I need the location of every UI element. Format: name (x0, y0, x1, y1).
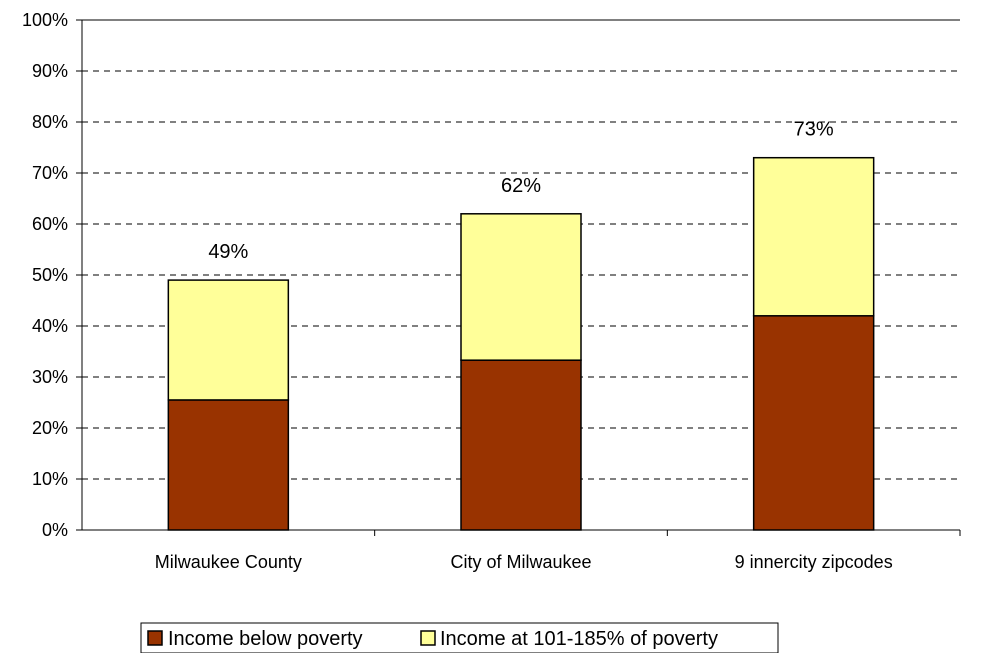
category-label: Milwaukee County (155, 552, 302, 572)
category-label: City of Milwaukee (450, 552, 591, 572)
data-labels: 49% 62% 73% (208, 119, 834, 263)
legend-label: Income below poverty (168, 628, 363, 650)
category-label: 9 innercity zipcodes (735, 552, 893, 572)
legend-swatch (420, 630, 436, 646)
bars (167, 156, 875, 531)
y-tick-label: 80% (32, 112, 68, 132)
y-tick-label: 0% (42, 520, 68, 540)
y-tick-label: 50% (32, 265, 68, 285)
y-tick-label: 20% (32, 418, 68, 438)
y-tick-label: 100% (22, 10, 68, 30)
y-tick-label: 90% (32, 61, 68, 81)
category-labels: Milwaukee County City of Milwaukee 9 inner… (155, 552, 893, 572)
y-tick-label: 10% (32, 469, 68, 489)
y-tick-label: 60% (32, 214, 68, 234)
bar-segment (752, 315, 875, 531)
legend: Income below poverty Income at 101-185% o… (140, 622, 779, 653)
bar-segment (167, 279, 290, 401)
bar-segment (752, 156, 875, 317)
bar-segment (460, 359, 582, 531)
bar-segment (167, 399, 290, 531)
legend-label: Income at 101-185% of poverty (440, 628, 718, 650)
total-data-label: 62% (501, 175, 541, 197)
y-tick-label: 70% (32, 163, 68, 183)
y-tick-label: 40% (32, 316, 68, 336)
total-data-label: 49% (208, 241, 248, 263)
total-data-label: 73% (794, 119, 834, 141)
bar-segment (460, 213, 582, 361)
legend-swatch (147, 630, 163, 646)
y-tick-label: 30% (32, 367, 68, 387)
legend-box (140, 622, 779, 653)
y-tick-labels: 0% 10% 20% 30% 40% 50% 60% 70% 80% 90% 100% (22, 10, 68, 540)
